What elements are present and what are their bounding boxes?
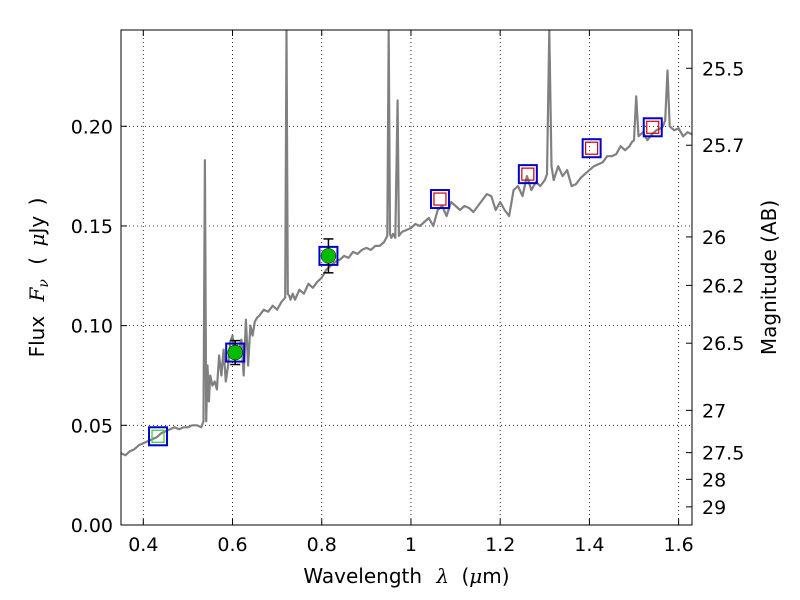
x-axis-label-unit-open: ( bbox=[461, 564, 469, 588]
marker-inner-square-1-2 bbox=[585, 141, 599, 155]
plot-frame bbox=[120, 29, 693, 526]
marker-square-0-4 bbox=[517, 164, 538, 185]
y2-tick-label-7: 28 bbox=[702, 469, 726, 491]
x-axis-label-unit-symbol: μ bbox=[469, 564, 482, 588]
x-tick-label-3: 1 bbox=[405, 534, 417, 556]
x-axis-label: Wavelength λ (μm) bbox=[303, 564, 509, 588]
x-tick-label-6: 1.6 bbox=[664, 534, 694, 556]
y2-tick-label-6: 27.5 bbox=[702, 443, 744, 465]
x-tick-label-5: 1.4 bbox=[574, 534, 604, 556]
spectrum-line bbox=[121, 30, 692, 457]
marker-square-0-5 bbox=[581, 138, 602, 159]
y-axis-ticks: 0.00 0.05 0.10 0.15 0.20 bbox=[71, 116, 127, 537]
y2-axis-label: Magnitude (AB) bbox=[757, 200, 781, 355]
y2-tick-label-0: 25.5 bbox=[702, 58, 744, 80]
y-tick-label-4: 0.20 bbox=[71, 116, 113, 138]
marker-circle-0 bbox=[227, 344, 243, 361]
x-tick-label-0: 0.4 bbox=[128, 534, 158, 556]
marker-inner-square-1-3 bbox=[646, 120, 660, 134]
photometry-markers bbox=[148, 117, 663, 447]
x-tick-label-2: 0.8 bbox=[307, 534, 337, 556]
y-axis-label: Flux Fν ( μJy ) bbox=[25, 198, 53, 358]
y2-tick-label-1: 25.7 bbox=[702, 135, 744, 157]
marker-inner-square-1-0 bbox=[433, 192, 447, 206]
y2-axis-ticks: 25.5 25.7 26 26.2 26.5 27 27.5 28 29 bbox=[686, 58, 744, 519]
y-axis-label-unit-close: ) bbox=[25, 198, 49, 206]
x-tick-label-1: 0.6 bbox=[217, 534, 247, 556]
marker-square-0-0 bbox=[148, 426, 169, 447]
marker-square-0-3 bbox=[429, 189, 450, 210]
y2-tick-label-8: 29 bbox=[702, 497, 726, 519]
marker-inner-square-3-0 bbox=[151, 429, 165, 443]
marker-circle-1 bbox=[320, 248, 337, 264]
y-axis-label-prefix: Flux bbox=[25, 316, 49, 358]
grid-lines bbox=[121, 30, 692, 526]
y-tick-label-3: 0.15 bbox=[71, 216, 113, 238]
y2-tick-label-3: 26.2 bbox=[702, 275, 744, 297]
y-axis-label-unit-symbol: μ bbox=[25, 234, 49, 247]
x-axis-ticks: 0.4 0.6 0.8 1 1.2 1.4 1.6 bbox=[128, 30, 694, 556]
x-axis-label-symbol: λ bbox=[435, 564, 449, 588]
marker-square-0-6 bbox=[642, 117, 663, 138]
x-axis-label-text: Wavelength bbox=[303, 564, 422, 588]
y2-tick-label-4: 26.5 bbox=[702, 333, 744, 355]
y-tick-label-2: 0.10 bbox=[71, 316, 113, 338]
y-axis-label-unit-open: ( bbox=[25, 257, 49, 265]
y2-tick-label-2: 26 bbox=[702, 227, 726, 249]
x-axis-label-unit-rest: m) bbox=[482, 564, 509, 588]
y-tick-label-0: 0.00 bbox=[71, 515, 113, 537]
y-tick-label-1: 0.05 bbox=[71, 415, 113, 437]
y-axis-label-symbol: F bbox=[25, 286, 49, 302]
y-axis-label-unit-rest: Jy bbox=[25, 216, 49, 236]
x-tick-label-4: 1.2 bbox=[485, 534, 515, 556]
marker-inner-square-1-1 bbox=[521, 167, 535, 181]
y2-tick-label-5: 27 bbox=[702, 400, 726, 422]
plot-area bbox=[121, 30, 692, 457]
y-axis-label-symbol-sub: ν bbox=[36, 279, 52, 288]
